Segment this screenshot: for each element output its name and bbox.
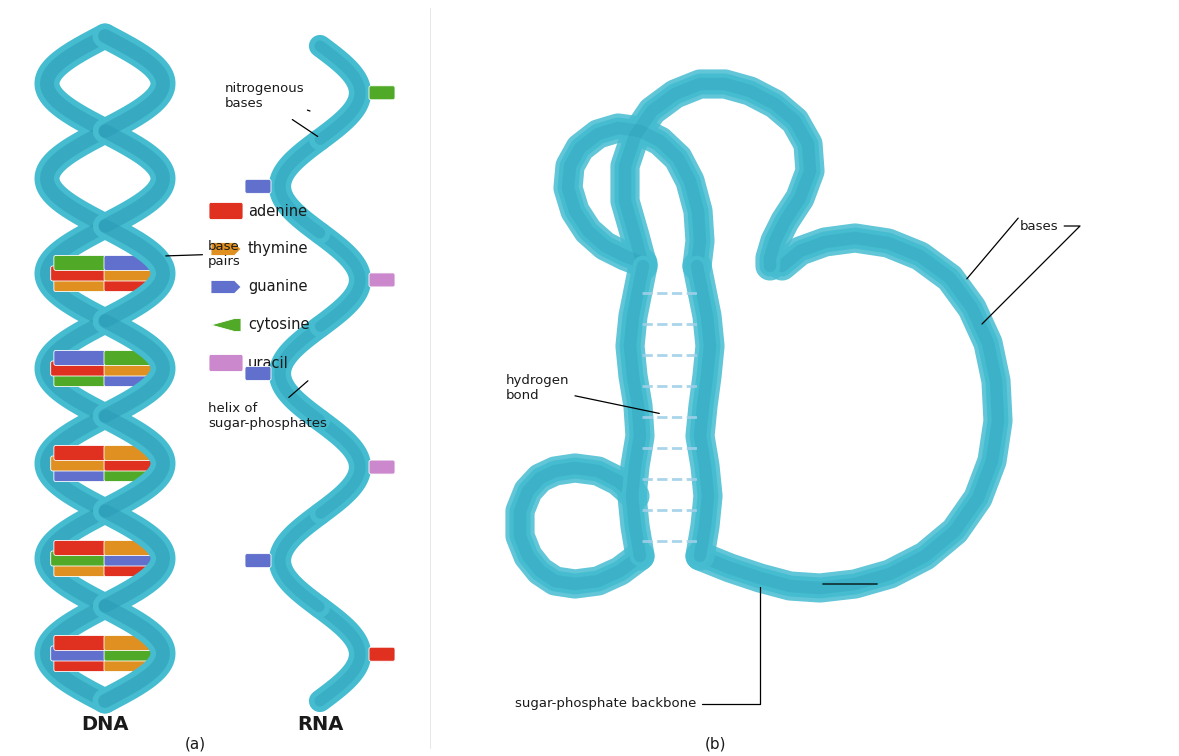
FancyBboxPatch shape — [54, 256, 106, 271]
Text: uracil: uracil — [248, 355, 289, 370]
Text: adenine: adenine — [248, 203, 307, 218]
FancyBboxPatch shape — [54, 541, 106, 556]
FancyBboxPatch shape — [104, 656, 156, 671]
FancyBboxPatch shape — [54, 351, 106, 365]
FancyBboxPatch shape — [51, 456, 106, 471]
FancyBboxPatch shape — [104, 646, 159, 661]
FancyBboxPatch shape — [51, 646, 106, 661]
FancyBboxPatch shape — [104, 277, 156, 292]
Polygon shape — [211, 243, 241, 256]
Polygon shape — [211, 318, 241, 331]
FancyBboxPatch shape — [104, 351, 156, 365]
FancyBboxPatch shape — [54, 372, 106, 386]
Text: RNA: RNA — [297, 714, 343, 733]
FancyBboxPatch shape — [54, 635, 106, 650]
FancyBboxPatch shape — [51, 551, 106, 566]
FancyBboxPatch shape — [104, 541, 156, 556]
FancyBboxPatch shape — [369, 647, 395, 662]
Text: guanine: guanine — [248, 280, 308, 295]
FancyBboxPatch shape — [245, 367, 271, 380]
FancyBboxPatch shape — [104, 635, 156, 650]
Text: thymine: thymine — [248, 241, 309, 256]
FancyBboxPatch shape — [54, 466, 106, 482]
FancyBboxPatch shape — [209, 355, 243, 371]
Text: bases: bases — [982, 219, 1080, 324]
FancyBboxPatch shape — [54, 445, 106, 460]
FancyBboxPatch shape — [51, 266, 106, 281]
FancyBboxPatch shape — [104, 562, 156, 577]
FancyBboxPatch shape — [369, 273, 395, 287]
FancyBboxPatch shape — [369, 85, 395, 100]
FancyBboxPatch shape — [54, 562, 106, 577]
FancyBboxPatch shape — [369, 460, 395, 474]
FancyBboxPatch shape — [104, 361, 159, 376]
Text: helix of
sugar-phosphates: helix of sugar-phosphates — [208, 381, 327, 430]
Text: base
pairs: base pairs — [166, 240, 241, 268]
FancyBboxPatch shape — [54, 277, 106, 292]
FancyBboxPatch shape — [104, 456, 159, 471]
FancyBboxPatch shape — [245, 179, 271, 194]
FancyBboxPatch shape — [104, 466, 156, 482]
FancyBboxPatch shape — [104, 266, 159, 281]
FancyBboxPatch shape — [104, 372, 156, 386]
Text: nitrogenous
bases: nitrogenous bases — [225, 82, 310, 111]
FancyBboxPatch shape — [104, 445, 156, 460]
FancyBboxPatch shape — [104, 551, 159, 566]
FancyBboxPatch shape — [51, 361, 106, 376]
Text: DNA: DNA — [81, 714, 129, 733]
Text: hydrogen
bond: hydrogen bond — [506, 374, 659, 414]
Text: sugar-phosphate backbone: sugar-phosphate backbone — [515, 587, 760, 711]
Polygon shape — [211, 280, 241, 293]
Text: (a): (a) — [184, 736, 205, 751]
Text: cytosine: cytosine — [248, 318, 310, 333]
FancyBboxPatch shape — [209, 203, 243, 219]
FancyBboxPatch shape — [245, 553, 271, 568]
FancyBboxPatch shape — [54, 656, 106, 671]
FancyBboxPatch shape — [104, 256, 156, 271]
Text: (b): (b) — [704, 736, 726, 751]
